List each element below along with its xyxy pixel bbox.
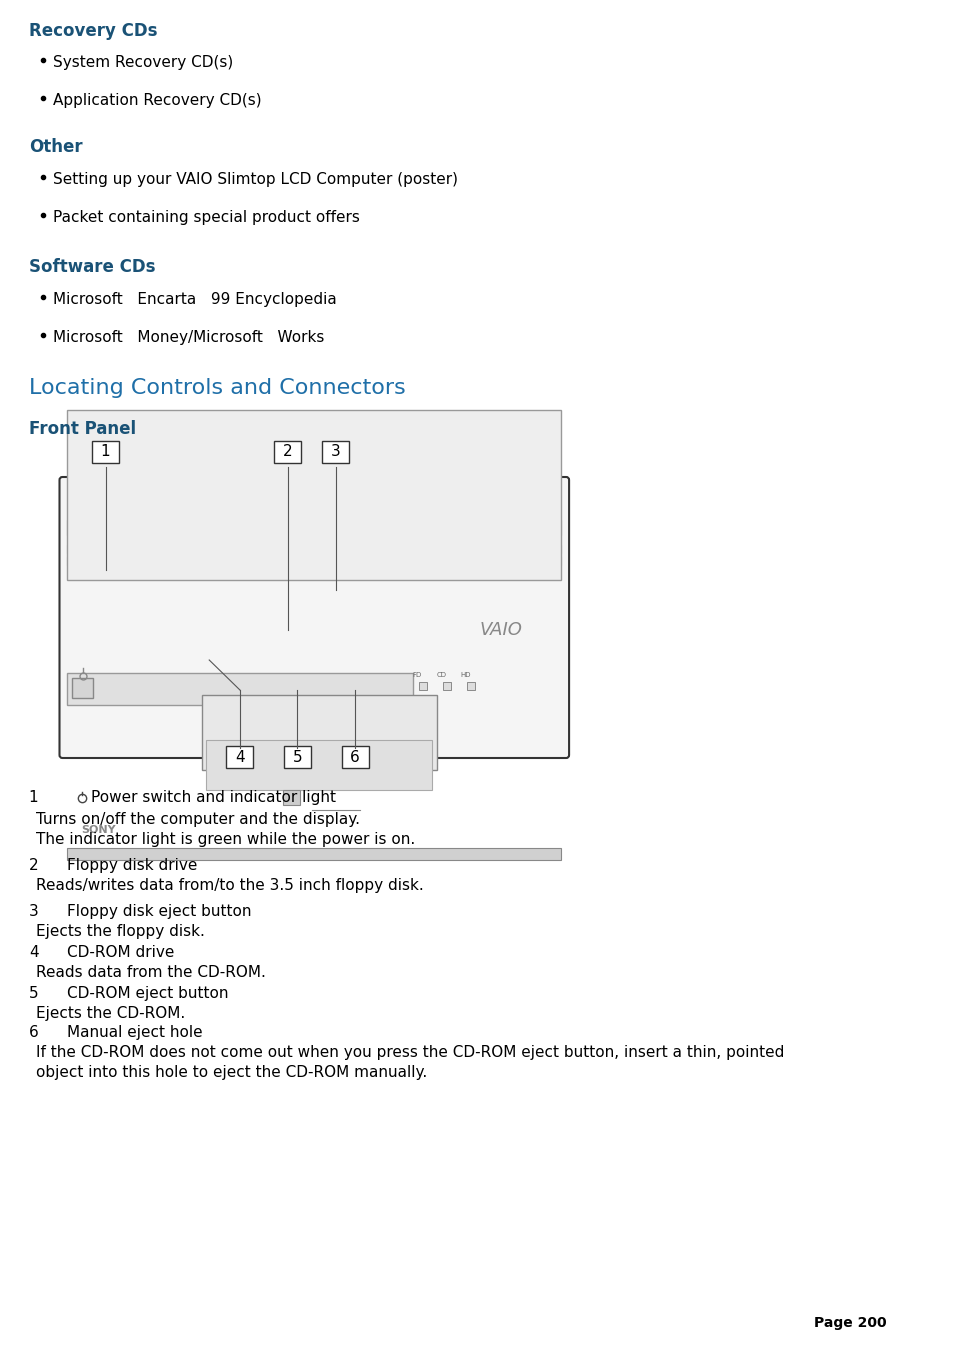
Text: Page 200: Page 200 — [813, 1316, 885, 1329]
Bar — [67, 557, 560, 565]
Text: 1: 1 — [101, 444, 111, 459]
Bar — [67, 409, 560, 580]
Bar — [67, 544, 560, 553]
Text: 3: 3 — [331, 444, 340, 459]
Text: Application Recovery CD(s): Application Recovery CD(s) — [52, 93, 261, 108]
Text: CD-ROM eject button: CD-ROM eject button — [67, 986, 229, 1001]
Bar — [201, 694, 436, 770]
Bar — [67, 520, 560, 535]
Text: Recovery CDs: Recovery CDs — [29, 22, 157, 41]
Text: FD: FD — [413, 671, 421, 678]
Text: 5: 5 — [29, 986, 38, 1001]
Text: SONY: SONY — [82, 825, 116, 835]
Text: 3: 3 — [29, 904, 38, 919]
Text: 6: 6 — [29, 1025, 38, 1040]
Text: Floppy disk drive: Floppy disk drive — [67, 858, 197, 873]
FancyBboxPatch shape — [59, 477, 569, 758]
Text: Software CDs: Software CDs — [29, 258, 155, 276]
Text: Floppy disk eject button: Floppy disk eject button — [67, 904, 252, 919]
Text: HD: HD — [460, 671, 471, 678]
Text: Manual eject hole: Manual eject hole — [67, 1025, 203, 1040]
Bar — [67, 673, 413, 705]
Text: 1: 1 — [29, 790, 38, 805]
Text: CD: CD — [436, 671, 446, 678]
Text: 5: 5 — [293, 750, 302, 765]
Text: Power switch and indicator light: Power switch and indicator light — [91, 790, 335, 805]
Bar — [67, 848, 560, 861]
Bar — [284, 746, 311, 767]
Bar — [274, 440, 301, 463]
Text: 4: 4 — [234, 750, 245, 765]
Bar — [419, 682, 427, 690]
Bar — [206, 740, 432, 790]
Text: 4: 4 — [29, 944, 38, 961]
Bar — [443, 682, 451, 690]
Text: Ejects the CD-ROM.: Ejects the CD-ROM. — [36, 1006, 186, 1021]
Text: If the CD-ROM does not come out when you press the CD-ROM eject button, insert a: If the CD-ROM does not come out when you… — [36, 1046, 784, 1061]
Text: Front Panel: Front Panel — [29, 420, 135, 438]
Text: VAIO: VAIO — [479, 621, 522, 639]
Text: Reads/writes data from/to the 3.5 inch floppy disk.: Reads/writes data from/to the 3.5 inch f… — [36, 878, 424, 893]
Bar — [92, 440, 119, 463]
Text: 2: 2 — [29, 858, 38, 873]
Bar — [283, 790, 300, 805]
Text: Locating Controls and Connectors: Locating Controls and Connectors — [29, 378, 405, 399]
Text: 2: 2 — [283, 444, 293, 459]
Bar — [322, 440, 349, 463]
Text: Setting up your VAIO Slimtop LCD Computer (poster): Setting up your VAIO Slimtop LCD Compute… — [52, 172, 457, 186]
Text: System Recovery CD(s): System Recovery CD(s) — [52, 55, 233, 70]
Bar — [341, 746, 368, 767]
Text: Turns on/off the computer and the display.: Turns on/off the computer and the displa… — [36, 812, 360, 827]
Text: Ejects the floppy disk.: Ejects the floppy disk. — [36, 924, 205, 939]
Text: object into this hole to eject the CD-ROM manually.: object into this hole to eject the CD-RO… — [36, 1065, 427, 1079]
Text: The indicator light is green while the power is on.: The indicator light is green while the p… — [36, 832, 416, 847]
Text: Microsoft   Encarta   99 Encyclopedia: Microsoft Encarta 99 Encyclopedia — [52, 292, 336, 307]
Bar — [467, 682, 475, 690]
Bar — [71, 678, 93, 698]
Text: Reads data from the CD-ROM.: Reads data from the CD-ROM. — [36, 965, 266, 979]
Bar — [226, 746, 253, 767]
Text: Microsoft   Money/Microsoft   Works: Microsoft Money/Microsoft Works — [52, 330, 324, 345]
Text: Packet containing special product offers: Packet containing special product offers — [52, 209, 359, 226]
Text: CD-ROM drive: CD-ROM drive — [67, 944, 174, 961]
Text: Other: Other — [29, 138, 82, 155]
Text: 6: 6 — [350, 750, 359, 765]
